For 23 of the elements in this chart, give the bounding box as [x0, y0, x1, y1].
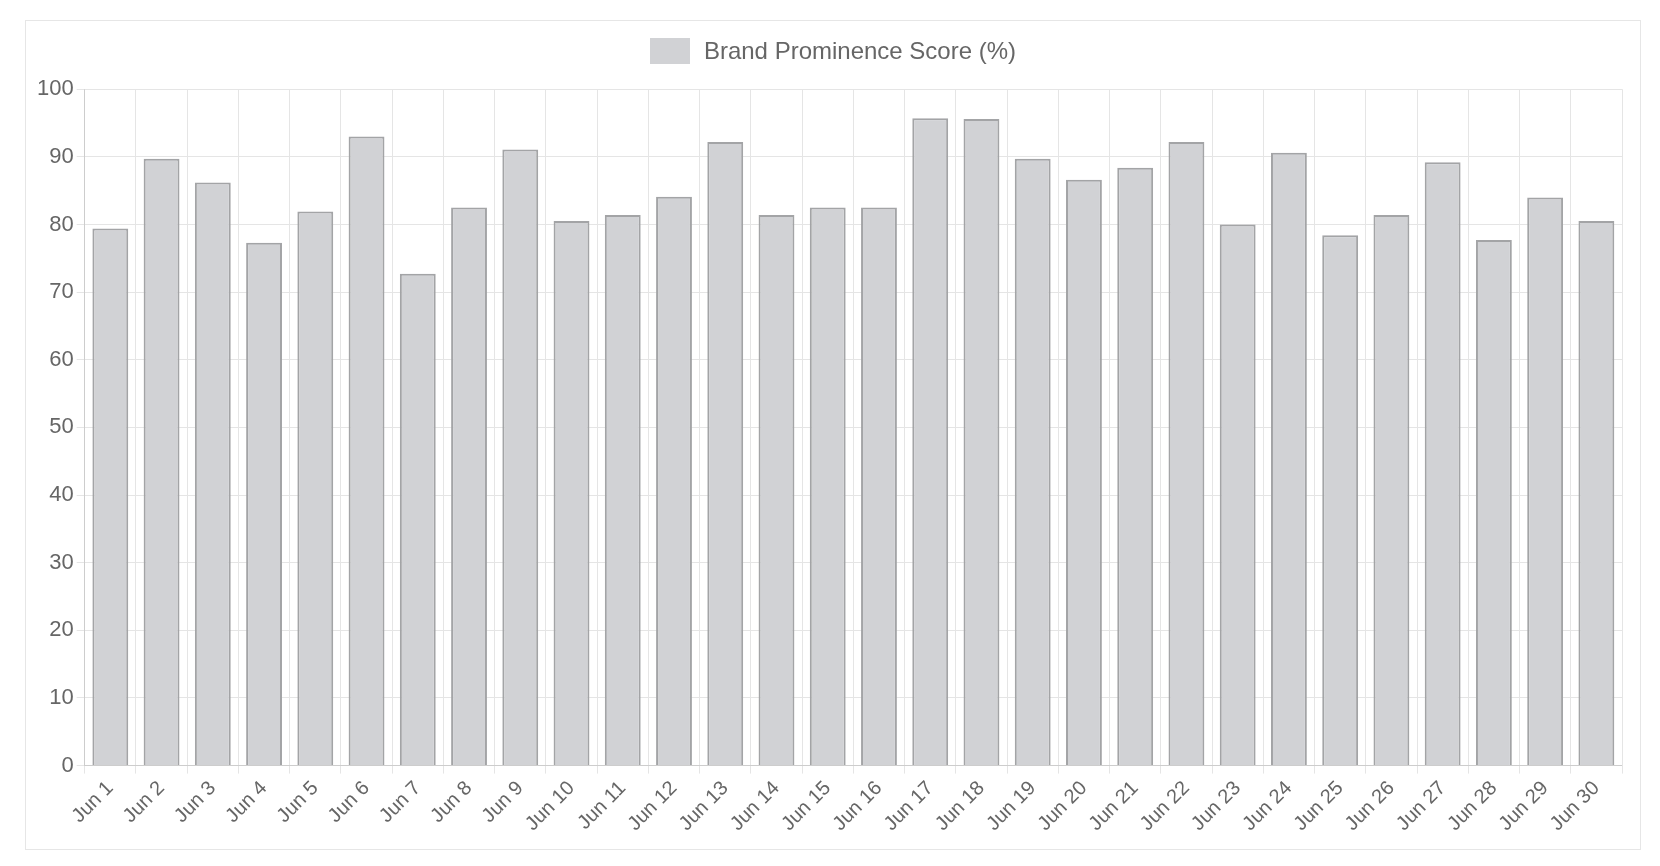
- y-tick-label: 100: [36, 75, 74, 101]
- x-tick-label: Jun 4: [220, 776, 271, 827]
- x-tick-label: Jun 1: [66, 776, 118, 827]
- y-tick-label: 70: [49, 278, 74, 304]
- x-tick-label: Jun 3: [169, 776, 220, 827]
- y-tick-label: 50: [49, 413, 74, 439]
- x-tick-label: Jun 2: [118, 776, 169, 827]
- x-tick-label: Jun 28: [1442, 776, 1501, 835]
- x-tick-label: Jun 5: [271, 776, 323, 827]
- legend-label: Brand Prominence Score (%): [703, 37, 1017, 65]
- y-tick-label: 20: [49, 616, 74, 642]
- x-tick-label: Jun 18: [930, 776, 989, 835]
- y-tick-label: 60: [49, 345, 74, 371]
- y-tick-label: 30: [49, 548, 74, 574]
- y-tick-label: 80: [49, 210, 74, 236]
- y-tick-label: 10: [49, 683, 74, 709]
- x-tick-label: Jun 8: [425, 776, 476, 827]
- y-tick-label: 40: [49, 481, 74, 507]
- x-tick-label: Jun 7: [374, 776, 425, 827]
- y-tick-label: 0: [61, 751, 74, 777]
- y-tick-label: 90: [49, 142, 74, 168]
- x-tick-label: Jun 6: [323, 776, 374, 827]
- x-tick-label: Jun 30: [1545, 776, 1604, 835]
